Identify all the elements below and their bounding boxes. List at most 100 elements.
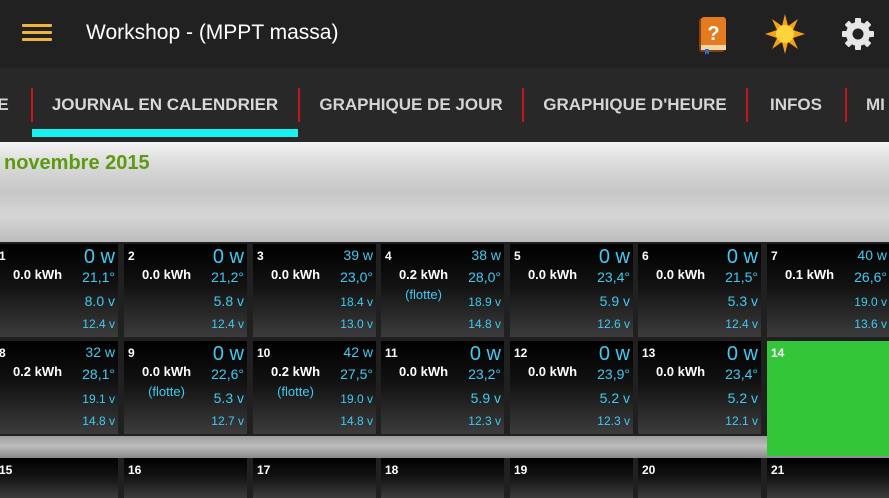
day-number: 1 bbox=[0, 249, 6, 263]
battery-voltage: 12.6 v bbox=[597, 317, 630, 331]
tab-journal-calendar[interactable]: JOURNAL EN CALENDRIER bbox=[51, 95, 279, 114]
calendar-day-cell[interactable]: 7 0.1 kWh 40 w 26,6° 19.0 v 13.6 v bbox=[767, 244, 889, 337]
menu-line bbox=[22, 24, 52, 27]
svg-text:?: ? bbox=[707, 23, 719, 45]
day-number: 18 bbox=[385, 463, 399, 477]
max-temperature: 21,2° bbox=[211, 269, 244, 285]
pv-voltage: 5.9 v bbox=[599, 293, 630, 309]
max-temperature: 26,6° bbox=[854, 269, 887, 285]
pv-voltage: 5.3 v bbox=[213, 390, 244, 406]
day-number: 17 bbox=[257, 463, 271, 477]
calendar-row-gap bbox=[0, 436, 889, 458]
max-temperature: 23,2° bbox=[468, 366, 501, 382]
sun-icon[interactable] bbox=[763, 12, 807, 56]
max-power: 0 w bbox=[598, 246, 630, 268]
calendar-day-cell[interactable]: 19 bbox=[510, 458, 633, 498]
month-label: novembre 2015 bbox=[4, 152, 150, 174]
day-energy: 0.0 kWh bbox=[527, 364, 578, 379]
gear-icon[interactable] bbox=[836, 12, 880, 56]
calendar-day-cell[interactable]: 3 0.0 kWh 39 w 23,0° 18.4 v 13.0 v bbox=[253, 244, 376, 337]
calendar-day-cell[interactable]: 4 0.2 kWh (flotte) 38 w 28,0° 18.9 v 14.8 v bbox=[381, 244, 504, 337]
pv-voltage: 18.9 v bbox=[468, 295, 501, 309]
tab-separator bbox=[522, 88, 524, 122]
battery-voltage: 12.3 v bbox=[468, 414, 501, 428]
battery-voltage: 13.0 v bbox=[340, 317, 373, 331]
menu-line bbox=[22, 31, 52, 34]
tab-day-graph[interactable]: GRAPHIQUE DE JOUR bbox=[319, 95, 503, 114]
pv-voltage: 19.0 v bbox=[854, 295, 887, 309]
max-power: 0 w bbox=[726, 343, 758, 365]
day-energy: 0.0 kWh bbox=[141, 364, 192, 379]
max-temperature: 23,4° bbox=[597, 269, 630, 285]
calendar-day-cell[interactable]: 2 0.0 kWh 0 w 21,2° 5.8 v 12.4 v bbox=[124, 244, 247, 337]
tab-partial-left[interactable]: E bbox=[0, 95, 9, 114]
day-number: 4 bbox=[385, 249, 392, 263]
day-number: 20 bbox=[642, 463, 656, 477]
pv-voltage: 5.8 v bbox=[213, 293, 244, 309]
month-header: novembre 2015 bbox=[0, 142, 889, 242]
max-temperature: 22,6° bbox=[211, 366, 244, 382]
app-bar: Workshop - (MPPT massa) ? bbox=[0, 0, 889, 68]
day-number: 13 bbox=[642, 346, 656, 360]
calendar-day-cell[interactable]: 11 0.0 kWh 0 w 23,2° 5.9 v 12.3 v bbox=[381, 341, 504, 434]
calendar-day-cell[interactable]: 10 0.2 kWh (flotte) 42 w 27,5° 19.0 v 14.8 v bbox=[253, 341, 376, 434]
day-energy: 0.0 kWh bbox=[527, 267, 578, 282]
day-number: 5 bbox=[514, 249, 521, 263]
pv-voltage: 18.4 v bbox=[340, 295, 373, 309]
calendar-day-cell[interactable]: 9 0.0 kWh (flotte) 0 w 22,6° 5.3 v 12.7 v bbox=[124, 341, 247, 434]
max-temperature: 23,4° bbox=[725, 366, 758, 382]
day-energy: 0.2 kWh bbox=[270, 364, 321, 379]
pv-voltage: 8.0 v bbox=[84, 293, 115, 309]
max-power: 39 w bbox=[343, 247, 373, 263]
tab-separator bbox=[31, 88, 33, 122]
battery-voltage: 13.6 v bbox=[854, 317, 887, 331]
calendar-day-cell[interactable]: 17 bbox=[253, 458, 376, 498]
help-book-icon[interactable]: ? bbox=[690, 12, 734, 56]
battery-voltage: 12.4 v bbox=[725, 317, 758, 331]
battery-voltage: 12.4 v bbox=[211, 317, 244, 331]
day-number: 8 bbox=[0, 346, 6, 360]
active-tab-indicator bbox=[32, 129, 298, 137]
day-energy: 0.0 kWh bbox=[655, 364, 706, 379]
tab-partial-right[interactable]: MI bbox=[866, 95, 885, 114]
pv-voltage: 5.2 v bbox=[599, 390, 630, 406]
calendar-day-cell[interactable]: 16 bbox=[124, 458, 247, 498]
day-energy: 0.2 kWh bbox=[398, 267, 449, 282]
max-power: 0 w bbox=[726, 246, 758, 268]
calendar-day-cell[interactable]: 14 bbox=[767, 341, 889, 456]
calendar-day-cell[interactable]: 5 0.0 kWh 0 w 23,4° 5.9 v 12.6 v bbox=[510, 244, 633, 337]
day-energy: 0.0 kWh bbox=[655, 267, 706, 282]
battery-voltage: 14.8 v bbox=[468, 317, 501, 331]
max-power: 0 w bbox=[212, 246, 244, 268]
pv-voltage: 5.3 v bbox=[727, 293, 758, 309]
day-number: 11 bbox=[385, 346, 398, 360]
max-temperature: 28,0° bbox=[468, 269, 501, 285]
calendar-day-cell[interactable]: 12 0.0 kWh 0 w 23,9° 5.2 v 12.3 v bbox=[510, 341, 633, 434]
pv-voltage: 5.9 v bbox=[470, 390, 501, 406]
tab-hour-graph[interactable]: GRAPHIQUE D'HEURE bbox=[543, 95, 727, 114]
calendar-day-cell[interactable]: 13 0.0 kWh 0 w 23,4° 5.2 v 12.1 v bbox=[638, 341, 761, 434]
max-power: 40 w bbox=[857, 247, 887, 263]
calendar-day-cell[interactable]: 20 bbox=[638, 458, 761, 498]
calendar-day-cell[interactable]: 18 bbox=[381, 458, 504, 498]
charge-state: (flotte) bbox=[405, 287, 442, 302]
day-number: 21 bbox=[771, 463, 785, 477]
max-power: 0 w bbox=[212, 343, 244, 365]
battery-voltage: 14.8 v bbox=[82, 414, 115, 428]
max-temperature: 23,9° bbox=[597, 366, 630, 382]
calendar-day-cell[interactable]: 15 bbox=[0, 458, 118, 498]
calendar-day-cell[interactable]: 6 0.0 kWh 0 w 21,5° 5.3 v 12.4 v bbox=[638, 244, 761, 337]
day-number: 2 bbox=[128, 249, 135, 263]
calendar-day-cell[interactable]: 1 0.0 kWh 0 w 21,1° 8.0 v 12.4 v bbox=[0, 244, 118, 337]
max-power: 0 w bbox=[469, 343, 501, 365]
day-number: 16 bbox=[128, 463, 142, 477]
calendar-day-cell[interactable]: 8 0.2 kWh 32 w 28,1° 19.1 v 14.8 v bbox=[0, 341, 118, 434]
battery-voltage: 12.4 v bbox=[82, 317, 115, 331]
day-energy: 0.2 kWh bbox=[12, 364, 63, 379]
tab-infos[interactable]: INFOS bbox=[770, 95, 822, 114]
menu-icon[interactable] bbox=[20, 22, 54, 44]
charge-state: (flotte) bbox=[277, 384, 314, 399]
max-temperature: 23,0° bbox=[340, 269, 373, 285]
calendar-day-cell[interactable]: 21 bbox=[767, 458, 889, 498]
menu-line bbox=[22, 38, 52, 41]
